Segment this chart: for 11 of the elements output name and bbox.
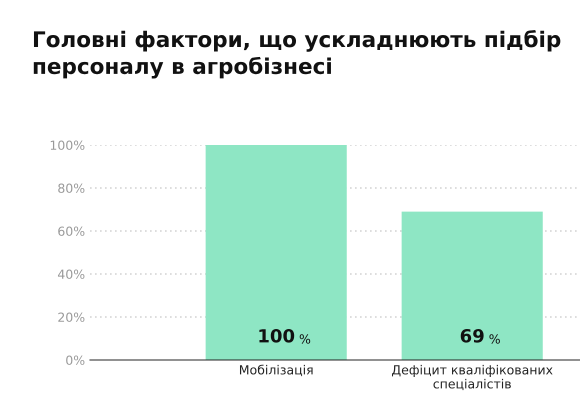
data-label: 69 %	[460, 328, 500, 344]
data-label: 100 %	[259, 328, 310, 344]
chart-title: Головні фактори, що ускладнюють підбір персоналу в агробізнесі	[34, 30, 560, 79]
y-tick-label: 100%	[50, 140, 84, 150]
y-tick-label: 40%	[58, 269, 84, 279]
y-tick-label: 0%	[66, 355, 84, 365]
x-tick-label: Мобілізація	[240, 364, 313, 376]
y-tick-label: 20%	[58, 312, 84, 322]
x-tick-label: Дефіцит кваліфікованих спеціалістів	[392, 364, 553, 390]
y-tick-label: 60%	[58, 226, 84, 236]
y-tick-label: 80%	[58, 183, 84, 193]
